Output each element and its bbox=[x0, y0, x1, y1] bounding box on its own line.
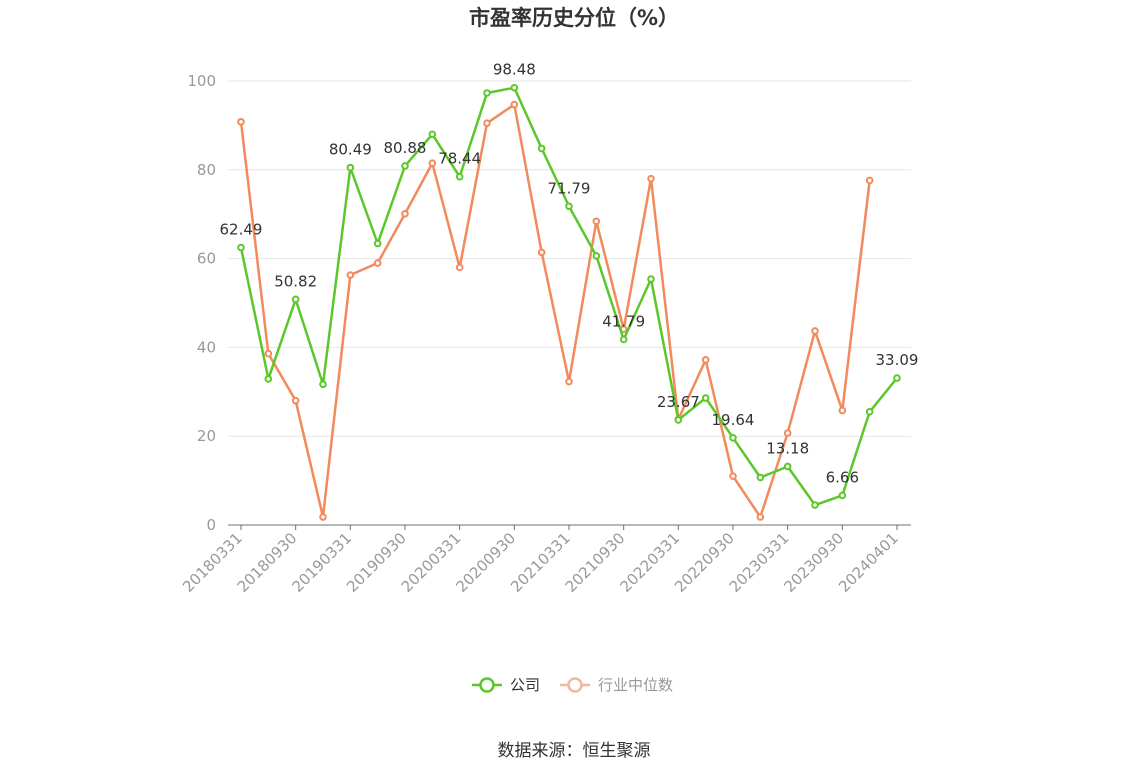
data-point bbox=[865, 176, 874, 185]
data-source-note: 数据来源：恒生聚源 bbox=[497, 741, 651, 761]
data-point bbox=[674, 416, 683, 424]
data-label: 80.88 bbox=[384, 139, 427, 157]
data-label: 33.09 bbox=[876, 351, 919, 369]
data-point bbox=[619, 335, 628, 344]
legend-label-0: 公司 bbox=[510, 676, 540, 694]
x-tick-label: 20240401 bbox=[835, 529, 902, 596]
data-labels: 62.49 50.82 80.49 80.88 78.44 98.48 71.79 41.79… bbox=[220, 61, 919, 487]
data-point bbox=[701, 394, 710, 402]
data-point bbox=[373, 259, 382, 267]
data-label: 71.79 bbox=[548, 179, 591, 197]
axes: 0204060801002018033120180930201903312019… bbox=[179, 72, 911, 596]
data-point bbox=[565, 377, 573, 386]
data-point bbox=[237, 118, 245, 126]
data-label: 80.49 bbox=[329, 141, 372, 159]
data-label: 78.44 bbox=[438, 150, 481, 168]
data-label: 13.18 bbox=[766, 439, 809, 457]
legend-label-1: 行业中位数 bbox=[598, 676, 673, 694]
data-point bbox=[428, 159, 437, 167]
data-point bbox=[647, 174, 655, 183]
data-point bbox=[455, 263, 464, 272]
data-point bbox=[537, 248, 546, 257]
data-point bbox=[510, 100, 519, 109]
data-label: 98.48 bbox=[493, 61, 536, 79]
data-point bbox=[346, 163, 355, 172]
data-point bbox=[811, 501, 819, 509]
data-point bbox=[592, 252, 601, 260]
data-point bbox=[756, 473, 765, 482]
legend-marker-0 bbox=[479, 677, 495, 693]
data-point bbox=[264, 375, 273, 383]
data-point bbox=[701, 356, 710, 364]
chart-title: 市盈率历史分位（%） bbox=[468, 6, 680, 30]
data-point bbox=[865, 407, 874, 416]
data-point bbox=[838, 406, 847, 415]
data-label: 19.64 bbox=[712, 411, 755, 429]
data-point bbox=[483, 119, 491, 127]
data-point bbox=[811, 327, 819, 335]
series-lines bbox=[237, 83, 901, 521]
data-label: 41.79 bbox=[602, 312, 645, 330]
y-tick-label: 60 bbox=[197, 250, 216, 268]
data-point bbox=[373, 239, 382, 248]
y-tick-label: 20 bbox=[197, 427, 216, 445]
data-point bbox=[565, 202, 573, 211]
legend: 公司 行业中位数 bbox=[472, 676, 673, 694]
data-point bbox=[237, 243, 245, 252]
data-point bbox=[483, 89, 491, 97]
series-line-1 bbox=[239, 103, 871, 519]
data-label: 23.67 bbox=[657, 393, 700, 411]
data-label: 50.82 bbox=[274, 272, 317, 290]
data-point bbox=[893, 374, 901, 382]
data-point bbox=[592, 217, 601, 226]
data-point bbox=[455, 172, 464, 181]
y-tick-label: 0 bbox=[206, 516, 216, 534]
data-point bbox=[291, 295, 300, 304]
y-tick-label: 100 bbox=[187, 72, 216, 90]
data-point bbox=[291, 396, 300, 405]
data-point bbox=[264, 349, 273, 358]
data-point bbox=[783, 429, 792, 437]
data-point bbox=[783, 462, 792, 471]
data-point bbox=[729, 472, 737, 480]
data-label: 62.49 bbox=[220, 221, 263, 239]
data-point bbox=[729, 433, 737, 442]
legend-marker-1 bbox=[567, 677, 583, 693]
data-point bbox=[510, 83, 519, 92]
data-label: 6.66 bbox=[826, 468, 859, 486]
data-point bbox=[346, 271, 355, 279]
y-tick-label: 40 bbox=[197, 338, 216, 356]
data-point bbox=[647, 275, 655, 283]
data-point bbox=[319, 380, 327, 389]
data-point bbox=[838, 491, 847, 500]
data-point bbox=[319, 513, 327, 521]
y-tick-label: 80 bbox=[197, 161, 216, 179]
data-point bbox=[537, 144, 546, 153]
data-point bbox=[428, 130, 437, 139]
data-point bbox=[756, 513, 765, 521]
data-point bbox=[401, 209, 409, 218]
data-point bbox=[401, 162, 409, 170]
